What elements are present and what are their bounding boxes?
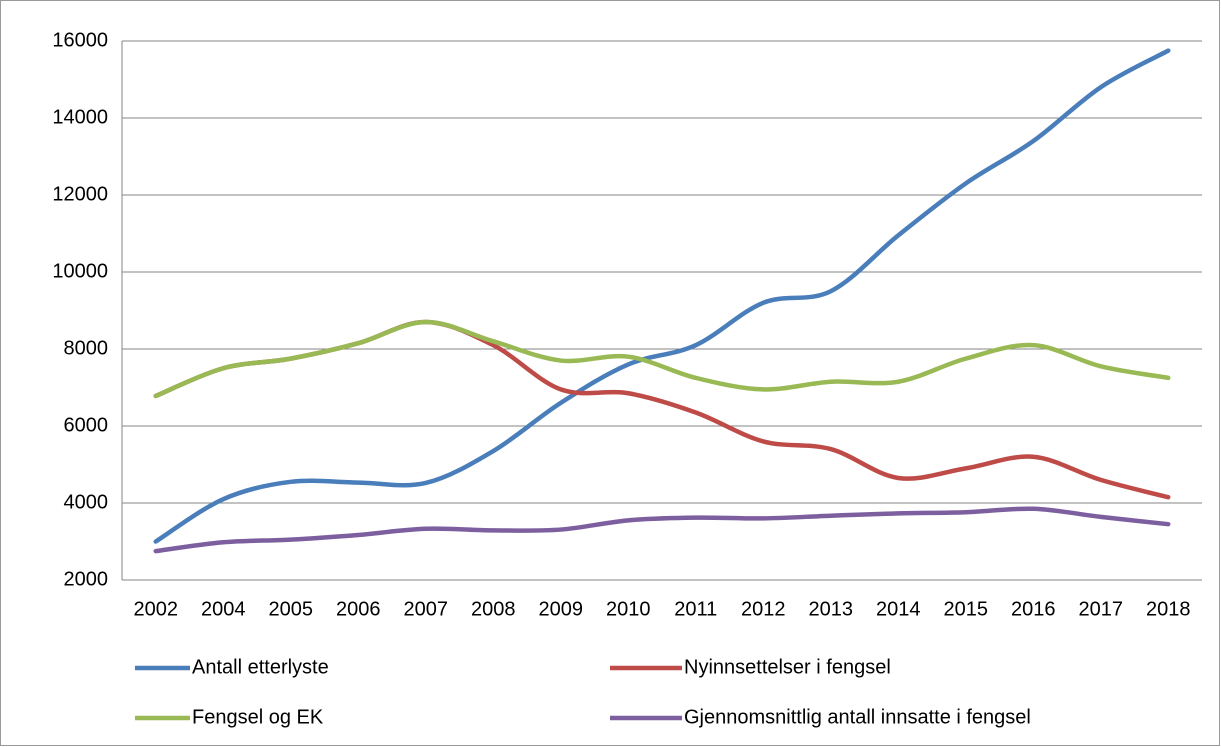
x-tick-label: 2016 — [1011, 598, 1056, 620]
y-tick-label: 16000 — [52, 29, 108, 51]
legend-label: Gjennomsnittlig antall innsatte i fengse… — [684, 706, 1031, 728]
legend-label: Fengsel og EK — [192, 706, 324, 728]
x-tick-label: 2002 — [134, 598, 179, 620]
series-line — [153, 48, 1171, 544]
x-tick-label: 2012 — [741, 598, 786, 620]
legend-label: Antall etterlyste — [192, 656, 329, 678]
y-tick-label: 10000 — [52, 260, 108, 282]
x-tick-label: 2017 — [1079, 598, 1124, 620]
x-tick-label: 2008 — [471, 598, 516, 620]
y-tick-label: 4000 — [64, 491, 109, 513]
y-tick-label: 8000 — [64, 337, 109, 359]
y-tick-label: 2000 — [64, 568, 109, 590]
x-tick-label: 2004 — [201, 598, 246, 620]
x-tick-label: 2018 — [1146, 598, 1191, 620]
series-line — [153, 506, 1171, 554]
y-tick-label: 12000 — [52, 183, 108, 205]
x-tick-label: 2015 — [944, 598, 989, 620]
x-tick-label: 2005 — [269, 598, 314, 620]
y-tick-label: 14000 — [52, 106, 108, 128]
y-tick-label: 6000 — [64, 414, 109, 436]
x-tick-label: 2013 — [809, 598, 854, 620]
x-tick-label: 2007 — [404, 598, 449, 620]
x-tick-label: 2010 — [606, 598, 651, 620]
x-tick-label: 2014 — [876, 598, 921, 620]
x-tick-label: 2011 — [674, 598, 717, 620]
series-line — [153, 319, 1171, 399]
legend-label: Nyinnsettelser i fengsel — [684, 656, 891, 678]
x-tick-label: 2009 — [539, 598, 584, 620]
x-tick-label: 2006 — [336, 598, 381, 620]
